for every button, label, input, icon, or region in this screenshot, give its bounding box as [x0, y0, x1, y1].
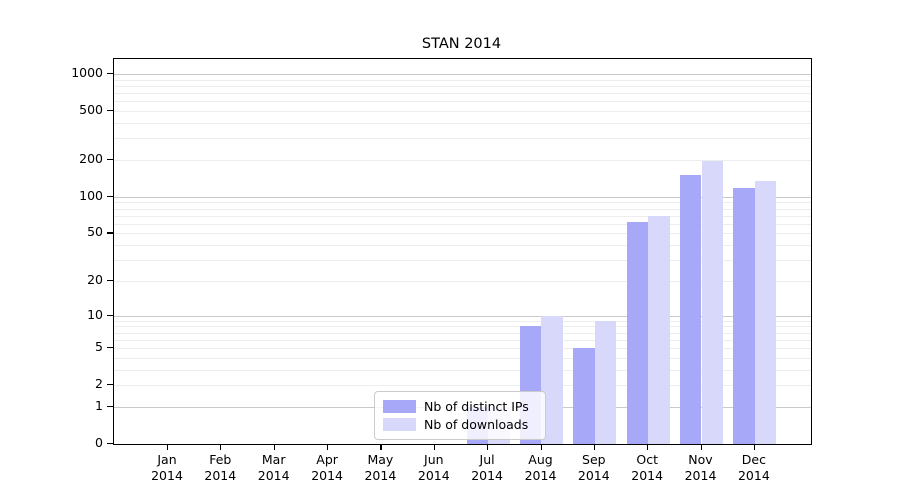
gridline-50 [114, 233, 811, 235]
y-tick-5 [107, 347, 113, 349]
x-tick-jun [433, 444, 435, 450]
x-tick-label-jul: Jul 2014 [471, 452, 503, 483]
legend-label-downloads: Nb of downloads [424, 416, 529, 432]
x-tick-nov [700, 444, 702, 450]
gridline-800 [114, 85, 811, 87]
plot-area [113, 58, 812, 445]
x-tick-label-oct: Oct 2014 [631, 452, 664, 483]
gridline-200 [114, 160, 811, 161]
gridline-70 [114, 215, 811, 217]
y-tick-10 [107, 314, 113, 316]
y-tick-label-2: 2 [95, 376, 103, 392]
gridline-6 [114, 339, 811, 341]
legend-swatch-downloads [383, 418, 416, 431]
x-tick-label-aug: Aug 2014 [524, 452, 557, 483]
gridline-900 [114, 79, 811, 81]
gridline-400 [114, 123, 811, 124]
y-tick-label-0: 0 [95, 435, 103, 450]
x-tick-label-jun: Jun 2014 [417, 452, 450, 483]
x-tick-jul [487, 444, 489, 450]
y-tick-100 [107, 195, 113, 197]
y-tick-label-1: 1 [95, 397, 103, 413]
x-tick-label-nov: Nov 2014 [684, 452, 717, 483]
y-tick-0 [107, 443, 113, 445]
x-tick-feb [220, 444, 222, 450]
gridline-8 [114, 326, 811, 328]
x-tick-label-apr: Apr 2014 [311, 452, 343, 483]
x-tick-label-feb: Feb 2014 [204, 452, 237, 483]
y-tick-label-1000: 1000 [71, 65, 103, 80]
legend: Nb of distinct IPs Nb of downloads [374, 391, 546, 440]
gridline-100 [114, 196, 811, 198]
x-tick-label-jan: Jan 2014 [151, 452, 183, 483]
y-tick-label-200: 200 [79, 151, 103, 166]
x-tick-dec [753, 444, 756, 450]
bar-distinct-ips-dec [733, 188, 755, 444]
y-tick-label-5: 5 [95, 339, 103, 354]
y-tick-label-500: 500 [79, 102, 103, 117]
x-tick-may [380, 444, 382, 450]
bar-downloads-aug [541, 315, 563, 444]
bar-downloads-dec [754, 180, 777, 444]
gridline-500 [114, 111, 811, 112]
gridline-5 [114, 348, 811, 349]
gridline-80 [114, 208, 811, 210]
bar-distinct-ips-oct [626, 222, 649, 444]
x-tick-oct [647, 444, 649, 450]
bar-distinct-ips-nov [679, 175, 702, 444]
x-tick-label-sep: Sep 2014 [577, 452, 610, 483]
bar-downloads-oct [648, 215, 670, 444]
gridline-2 [114, 385, 811, 387]
y-tick-label-50: 50 [87, 224, 103, 240]
gridline-60 [114, 223, 811, 225]
gridline-3 [114, 369, 811, 371]
y-tick-label-100: 100 [79, 187, 103, 203]
y-tick-1 [107, 405, 113, 408]
gridline-10 [114, 315, 811, 317]
legend-item-downloads: Nb of downloads [383, 416, 537, 432]
y-tick-label-20: 20 [87, 271, 103, 287]
legend-item-distinct-ips: Nb of distinct IPs [383, 398, 537, 414]
gridline-40 [114, 245, 811, 247]
legend-swatch-distinct-ips [383, 400, 416, 413]
gridline-300 [114, 138, 811, 140]
gridline-700 [114, 93, 811, 94]
chart-title: STAN 2014 [421, 36, 502, 52]
x-tick-label-dec: Dec 2014 [737, 452, 770, 483]
y-tick-200 [107, 159, 113, 161]
x-tick-sep [593, 444, 595, 450]
gridline-600 [114, 101, 811, 103]
y-tick-2 [107, 384, 113, 386]
x-tick-aug [540, 444, 542, 450]
gridline-20 [114, 280, 811, 282]
bar-distinct-ips-sep [573, 348, 595, 444]
bar-downloads-sep [594, 320, 617, 444]
y-tick-50 [107, 232, 113, 234]
y-tick-label-10: 10 [87, 306, 103, 322]
y-tick-500 [107, 110, 113, 112]
y-tick-20 [107, 279, 113, 282]
y-tick-1000 [107, 73, 113, 75]
bar-downloads-nov [701, 161, 724, 444]
gridline-7 [114, 332, 811, 334]
gridline-4 [114, 357, 811, 359]
x-tick-label-may: May 2014 [364, 452, 397, 483]
x-tick-apr [327, 444, 329, 450]
x-tick-label-mar: Mar 2014 [257, 452, 290, 483]
gridline-9 [114, 320, 811, 322]
gridline-90 [114, 202, 811, 204]
x-tick-mar [273, 444, 275, 450]
gridline-30 [114, 260, 811, 262]
legend-label-distinct-ips: Nb of distinct IPs [424, 398, 529, 414]
gridline-1000 [114, 74, 811, 75]
x-tick-jan [167, 444, 169, 450]
